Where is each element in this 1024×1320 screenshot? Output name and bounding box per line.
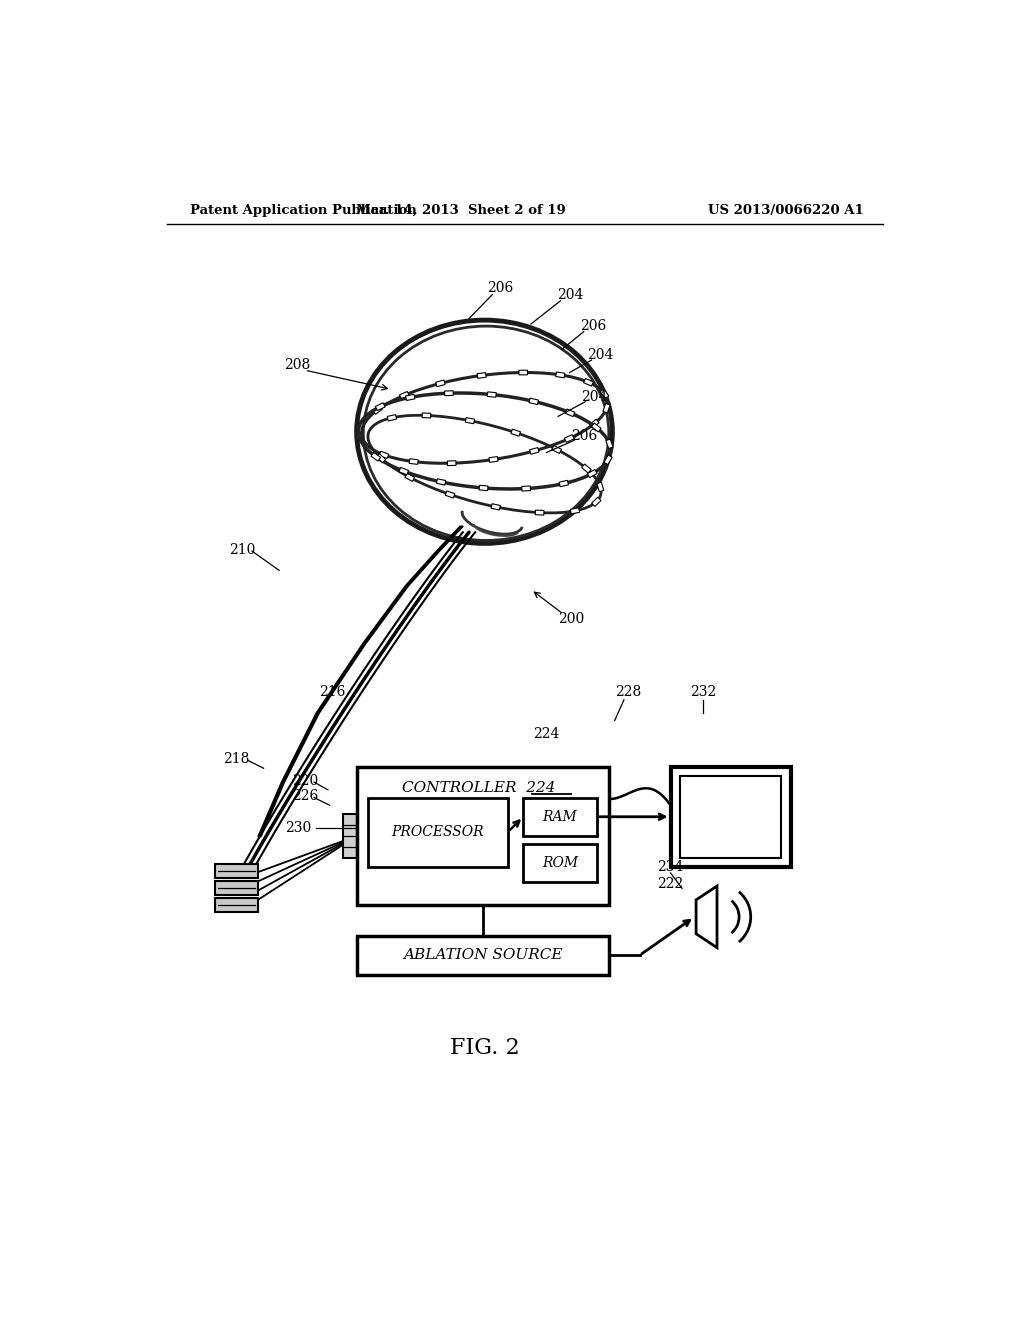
Text: FIG. 2: FIG. 2 xyxy=(450,1036,519,1059)
Polygon shape xyxy=(556,372,565,378)
Text: 216: 216 xyxy=(318,685,345,700)
Text: US 2013/0066220 A1: US 2013/0066220 A1 xyxy=(709,205,864,218)
Polygon shape xyxy=(600,389,609,399)
Polygon shape xyxy=(404,474,415,482)
FancyBboxPatch shape xyxy=(343,814,356,858)
Text: 206: 206 xyxy=(486,281,513,294)
Polygon shape xyxy=(592,498,601,507)
Polygon shape xyxy=(399,467,409,475)
Polygon shape xyxy=(603,404,610,413)
Text: 232: 232 xyxy=(690,685,716,700)
Text: 230: 230 xyxy=(286,821,311,836)
Text: 222: 222 xyxy=(657,876,684,891)
Polygon shape xyxy=(564,434,574,442)
Polygon shape xyxy=(435,380,445,387)
Polygon shape xyxy=(565,409,574,417)
Polygon shape xyxy=(487,392,497,397)
Text: 204: 204 xyxy=(588,347,614,362)
FancyBboxPatch shape xyxy=(215,882,258,895)
Polygon shape xyxy=(379,451,389,458)
Bar xyxy=(680,776,781,858)
Text: ABLATION SOURCE: ABLATION SOURCE xyxy=(402,948,562,962)
Text: 204: 204 xyxy=(557,289,583,302)
Text: PROCESSOR: PROCESSOR xyxy=(392,825,484,840)
Text: 218: 218 xyxy=(223,752,250,766)
Polygon shape xyxy=(445,491,455,498)
Polygon shape xyxy=(529,447,539,454)
Polygon shape xyxy=(559,480,568,487)
Polygon shape xyxy=(570,508,580,513)
Text: 224: 224 xyxy=(534,727,560,742)
Text: ROM: ROM xyxy=(542,855,579,870)
Polygon shape xyxy=(592,424,601,432)
Polygon shape xyxy=(597,482,604,491)
Text: Mar. 14, 2013  Sheet 2 of 19: Mar. 14, 2013 Sheet 2 of 19 xyxy=(356,205,566,218)
Bar xyxy=(523,843,597,882)
Polygon shape xyxy=(511,429,520,436)
Text: 206: 206 xyxy=(580,319,606,333)
Text: 206: 206 xyxy=(570,429,597,442)
Polygon shape xyxy=(590,420,599,428)
Polygon shape xyxy=(582,465,591,473)
Bar xyxy=(523,797,597,836)
Bar xyxy=(671,767,791,867)
Polygon shape xyxy=(604,455,612,465)
Text: 228: 228 xyxy=(614,685,641,700)
Polygon shape xyxy=(371,453,381,461)
Polygon shape xyxy=(422,413,431,418)
Text: 234: 234 xyxy=(657,859,684,874)
Polygon shape xyxy=(406,395,415,400)
Text: 204: 204 xyxy=(582,391,607,404)
Polygon shape xyxy=(447,461,456,466)
Polygon shape xyxy=(492,504,501,510)
Polygon shape xyxy=(529,399,539,404)
Bar xyxy=(369,797,508,867)
Polygon shape xyxy=(373,405,382,414)
Polygon shape xyxy=(479,486,488,491)
Text: 220: 220 xyxy=(292,774,317,788)
FancyBboxPatch shape xyxy=(215,865,258,878)
Polygon shape xyxy=(489,457,498,462)
Polygon shape xyxy=(399,392,410,399)
Text: CONTROLLER  224: CONTROLLER 224 xyxy=(402,781,555,795)
Polygon shape xyxy=(606,440,613,449)
Polygon shape xyxy=(584,379,593,385)
Text: Patent Application Publication: Patent Application Publication xyxy=(190,205,417,218)
Text: 226: 226 xyxy=(292,789,317,803)
Polygon shape xyxy=(387,414,396,421)
Polygon shape xyxy=(465,417,474,424)
Text: 200: 200 xyxy=(558,612,585,626)
Text: 208: 208 xyxy=(284,358,310,372)
FancyBboxPatch shape xyxy=(215,899,258,912)
Polygon shape xyxy=(410,459,418,465)
Polygon shape xyxy=(552,445,561,454)
Polygon shape xyxy=(536,510,544,515)
Polygon shape xyxy=(521,486,530,491)
Polygon shape xyxy=(519,370,527,375)
Polygon shape xyxy=(588,470,597,478)
Bar xyxy=(356,767,608,906)
Text: RAM: RAM xyxy=(543,809,578,824)
Polygon shape xyxy=(376,454,386,463)
Bar xyxy=(356,936,608,974)
Polygon shape xyxy=(436,479,445,484)
Polygon shape xyxy=(696,886,717,948)
Polygon shape xyxy=(444,391,454,396)
Text: 210: 210 xyxy=(229,543,256,557)
Polygon shape xyxy=(477,372,486,379)
Polygon shape xyxy=(376,403,385,411)
